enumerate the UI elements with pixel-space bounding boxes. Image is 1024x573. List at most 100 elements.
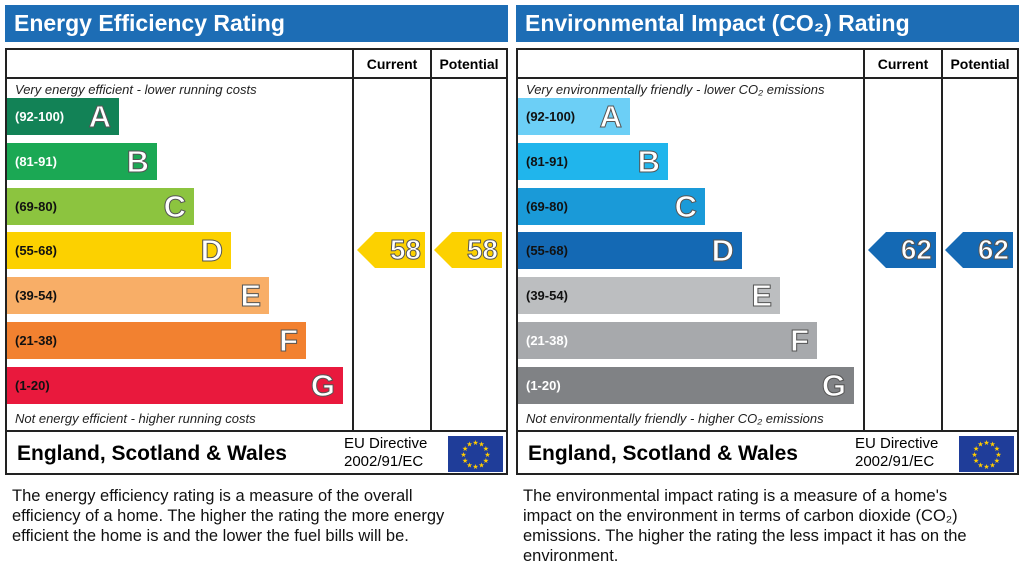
band-letter: B — [637, 143, 660, 179]
bottom-caption: Not environmentally friendly - higher CO… — [526, 411, 824, 426]
description: The energy efficiency rating is a measur… — [12, 487, 445, 545]
svg-text:★: ★ — [483, 445, 489, 453]
current-column — [352, 50, 354, 432]
band-letter: F — [790, 323, 810, 359]
svg-text:★: ★ — [995, 451, 1001, 459]
energy-efficiency-panel: Energy Efficiency Rating Current Potenti… — [0, 0, 508, 573]
band-range: (92-100) — [526, 109, 576, 124]
svg-text:★: ★ — [983, 463, 989, 471]
directive-line-2: 2002/91/EC — [855, 453, 935, 470]
potential-rating-arrow: 58 — [434, 232, 502, 269]
header-potential: Potential — [430, 50, 506, 79]
bottom-caption: Not energy efficient - higher running co… — [15, 411, 256, 426]
svg-text:★: ★ — [466, 441, 472, 449]
svg-text:★: ★ — [460, 451, 466, 459]
svg-text:★: ★ — [472, 463, 478, 471]
band-d: (55-68) D — [518, 232, 742, 270]
band-b: (81-91) B — [518, 142, 668, 180]
footer: England, Scotland & Wales EU Directive 20… — [518, 430, 1017, 473]
header-current: Current — [863, 50, 941, 79]
band-letter: D — [200, 233, 223, 269]
band-range: (39-54) — [526, 288, 568, 304]
current-rating-value: 62 — [900, 234, 932, 266]
band-range: (69-80) — [15, 198, 57, 214]
arrow-shape — [434, 232, 502, 269]
svg-text:★: ★ — [462, 457, 468, 465]
arrow-shape — [868, 232, 936, 269]
directive-line-2: 2002/91/EC — [344, 453, 424, 470]
rating-table: Current Potential Very energy efficient … — [5, 48, 508, 475]
svg-text:★: ★ — [977, 441, 983, 449]
directive-line-1: EU Directive — [344, 435, 428, 452]
band-range: (81-91) — [526, 153, 568, 169]
region-label: England, Scotland & Wales — [17, 442, 287, 465]
band-letter: A — [88, 99, 111, 135]
svg-text:★: ★ — [478, 461, 484, 469]
band-letter: G — [310, 367, 335, 403]
svg-text:★: ★ — [484, 451, 490, 459]
band-c: (69-80) C — [518, 187, 705, 225]
band-letter: B — [126, 143, 149, 179]
band-letter: E — [240, 278, 262, 314]
band-range: (55-68) — [526, 243, 568, 259]
footer: England, Scotland & Wales EU Directive 20… — [7, 430, 506, 473]
band-range: (1-20) — [526, 377, 561, 393]
band-g: (1-20) G — [518, 366, 854, 404]
chart-title: Environmental Impact (CO₂) Rating — [516, 5, 1019, 42]
svg-text:★: ★ — [472, 439, 478, 447]
band-letter: D — [711, 233, 734, 269]
svg-text:★: ★ — [462, 445, 468, 453]
eu-directive: EU Directive 2002/91/EC — [855, 435, 938, 471]
eu-directive: EU Directive 2002/91/EC — [344, 435, 427, 471]
top-caption: Very environmentally friendly - lower CO… — [526, 82, 825, 97]
band-range: (39-54) — [15, 288, 57, 304]
svg-text:★: ★ — [989, 461, 995, 469]
band-a: (92-100) A — [518, 98, 630, 135]
band-b: (81-91) B — [7, 142, 157, 180]
chart-title: Energy Efficiency Rating — [5, 5, 508, 42]
potential-rating-value: 62 — [977, 234, 1009, 266]
band-e: (39-54) E — [7, 277, 269, 315]
svg-text:★: ★ — [973, 457, 979, 465]
directive-line-1: EU Directive — [855, 435, 939, 452]
svg-text:★: ★ — [994, 445, 1000, 453]
header-potential: Potential — [941, 50, 1017, 79]
band-range: (55-68) — [15, 243, 57, 259]
svg-text:★: ★ — [977, 461, 983, 469]
current-column — [863, 50, 865, 432]
potential-column — [430, 50, 432, 432]
band-d: (55-68) D — [7, 232, 231, 270]
header-current: Current — [352, 50, 430, 79]
band-f: (21-38) F — [7, 322, 306, 359]
band-range: (92-100) — [15, 109, 65, 124]
svg-text:★: ★ — [989, 441, 995, 449]
band-a: (92-100) A — [7, 98, 119, 135]
band-f: (21-38) F — [518, 322, 817, 359]
description: The environmental impact rating is a mea… — [523, 487, 967, 565]
svg-text:★: ★ — [483, 457, 489, 465]
band-letter: G — [821, 367, 846, 403]
band-g: (1-20) G — [7, 366, 343, 404]
eu-flag-icon: ★ ★ ★ ★ ★ ★ ★ ★ ★ ★ ★ ★ — [448, 436, 503, 472]
arrow-shape — [945, 232, 1013, 269]
band-range: (1-20) — [15, 377, 50, 393]
top-caption: Very energy efficient - lower running co… — [15, 82, 257, 97]
current-rating-arrow: 58 — [357, 232, 425, 269]
svg-text:★: ★ — [994, 457, 1000, 465]
band-range: (21-38) — [15, 333, 57, 348]
band-range: (81-91) — [15, 153, 57, 169]
svg-text:★: ★ — [973, 445, 979, 453]
svg-text:★: ★ — [983, 439, 989, 447]
band-letter: A — [599, 99, 622, 135]
band-letter: F — [279, 323, 299, 359]
rating-table: Current Potential Very environmentally f… — [516, 48, 1019, 475]
potential-column — [941, 50, 943, 432]
svg-text:★: ★ — [466, 461, 472, 469]
environmental-impact-panel: Environmental Impact (CO₂) Rating Curren… — [511, 0, 1019, 573]
region-label: England, Scotland & Wales — [528, 442, 798, 465]
potential-rating-value: 58 — [466, 234, 498, 266]
band-letter: E — [751, 278, 773, 314]
band-range: (69-80) — [526, 198, 568, 214]
potential-rating-arrow: 62 — [945, 232, 1013, 269]
band-letter: C — [163, 188, 186, 224]
